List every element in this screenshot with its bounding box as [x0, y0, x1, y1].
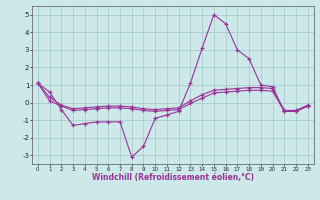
X-axis label: Windchill (Refroidissement éolien,°C): Windchill (Refroidissement éolien,°C) — [92, 173, 254, 182]
